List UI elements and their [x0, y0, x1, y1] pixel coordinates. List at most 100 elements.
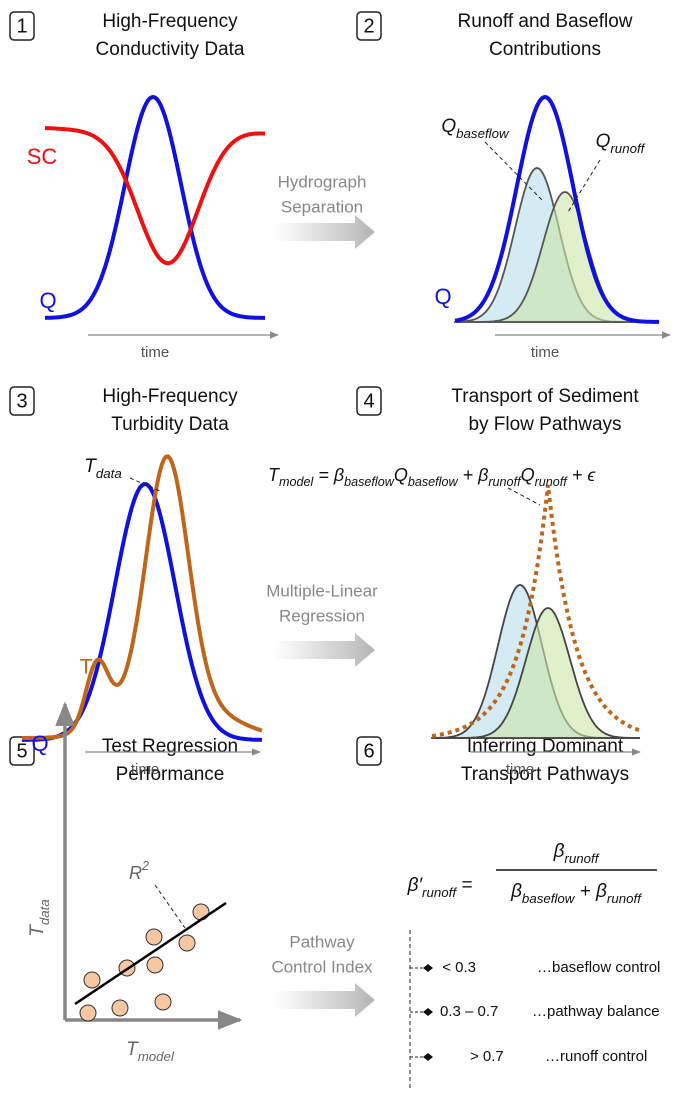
panel-number: 2	[363, 15, 374, 37]
q-label: Q	[31, 731, 48, 756]
subscript: baseflow	[344, 475, 395, 489]
leader-line	[154, 884, 186, 929]
subscript: data	[37, 899, 52, 925]
runoff-label: Qrunoff	[596, 131, 646, 156]
panel-number-box	[9, 386, 35, 416]
scatter-point	[192, 903, 210, 921]
leader-line	[129, 477, 163, 493]
math-text: T	[27, 924, 48, 937]
class-range: > 0.7	[470, 1048, 504, 1065]
q-curve	[454, 94, 659, 324]
axis-label: time	[531, 344, 559, 361]
subscript: runoff	[488, 475, 522, 489]
runoff-area	[432, 607, 640, 739]
panel-title: by Flow Pathways	[468, 414, 621, 435]
class-range: 0.3 – 0.7	[440, 1003, 498, 1020]
math-text: Q	[394, 465, 408, 485]
equation: Tmodel = βbaseflowQbaseflow + βrunoffQru…	[268, 465, 596, 490]
arrow-text: Separation	[281, 197, 363, 216]
panel-number: 1	[16, 15, 27, 37]
arrow-text: Regression	[279, 606, 365, 625]
q-curve	[44, 94, 265, 320]
q-curve	[22, 482, 263, 742]
scatter-point	[146, 956, 164, 974]
panel-title: High-Frequency	[102, 386, 238, 407]
panel-title: Contributions	[489, 39, 601, 60]
panel-number: 4	[363, 390, 374, 412]
arrow-text: Pathway	[289, 932, 355, 951]
math-text: R	[129, 863, 142, 883]
panel-number-box	[356, 11, 382, 41]
index-denominator: βbaseflow + βrunoff	[510, 881, 642, 906]
scatter-point	[79, 1004, 97, 1022]
axis-label: time	[141, 344, 169, 361]
math-text: Q	[441, 116, 456, 137]
math-text: Q	[521, 465, 535, 485]
math-text: + ϵ	[567, 465, 597, 485]
index-lhs: β′runoff =	[407, 875, 473, 900]
subscript: model	[279, 475, 315, 489]
q-label: Q	[39, 288, 56, 313]
panel-title: Conductivity Data	[96, 39, 245, 60]
arrow-text: Control Index	[271, 957, 373, 976]
arrow-text: Hydrograph	[278, 172, 367, 191]
diamond	[423, 964, 433, 972]
leader-line	[507, 487, 541, 506]
regression-line	[74, 901, 227, 1006]
math-text: + β	[574, 881, 607, 902]
panel-title: Performance	[116, 764, 225, 785]
subscript: runoff	[610, 141, 645, 156]
math-text: T	[268, 465, 281, 485]
class-label: …runoff control	[545, 1048, 647, 1065]
panel-title: Test Regression	[102, 736, 238, 757]
block-arrow	[275, 633, 375, 667]
diamond	[423, 1053, 433, 1061]
panel-number-box	[9, 11, 35, 41]
scatter-point	[145, 928, 163, 946]
panel-number-box	[356, 736, 382, 766]
class-range: < 0.3	[442, 959, 476, 976]
math-text: + β	[458, 465, 489, 485]
arrow-text: Multiple-Linear	[266, 581, 378, 600]
superscript: 2	[141, 859, 149, 873]
subscript: baseflow	[456, 126, 510, 141]
subscript: runoff	[607, 891, 642, 906]
math-text: = β	[313, 465, 344, 485]
panel-title: Transport Pathways	[461, 764, 629, 785]
diamond	[423, 1008, 433, 1016]
math-text: β′	[407, 875, 424, 896]
baseflow-label: Qbaseflow	[441, 116, 510, 141]
panel-title: Inferring Dominant	[467, 736, 624, 757]
subscript: runoff	[564, 851, 599, 866]
panel-title: Runoff and Baseflow	[458, 11, 633, 32]
math-text: β	[553, 841, 565, 862]
q-label: Q	[434, 284, 451, 309]
block-arrow	[275, 215, 375, 249]
math-text: β	[510, 881, 522, 902]
subscript: runoff	[422, 885, 457, 900]
leader-line	[567, 159, 601, 213]
axis-label: time	[506, 761, 534, 778]
sc-curve	[44, 126, 266, 266]
math-text: T	[84, 456, 97, 477]
index-numerator: βrunoff	[553, 841, 600, 866]
panel-title: High-Frequency	[102, 11, 238, 32]
panel-number: 5	[16, 740, 27, 762]
r2-label: R2	[129, 859, 149, 882]
y-axis-label: Tdata	[27, 899, 52, 937]
block-arrow	[275, 983, 375, 1017]
scatter-point	[111, 999, 129, 1017]
tdata-label: Tdata	[84, 456, 122, 481]
subscript: baseflow	[408, 475, 459, 489]
scatter-point	[83, 971, 101, 989]
panel-number-box	[356, 386, 382, 416]
math-text: =	[456, 875, 472, 896]
axis-label: time	[131, 761, 159, 778]
panel-number: 6	[363, 740, 374, 762]
scatter-point	[178, 934, 196, 952]
x-axis-label: Tmodel	[126, 1039, 175, 1064]
sc-label: SC	[27, 144, 58, 169]
class-label: …pathway balance	[532, 1003, 660, 1020]
panel-number: 3	[16, 390, 27, 412]
